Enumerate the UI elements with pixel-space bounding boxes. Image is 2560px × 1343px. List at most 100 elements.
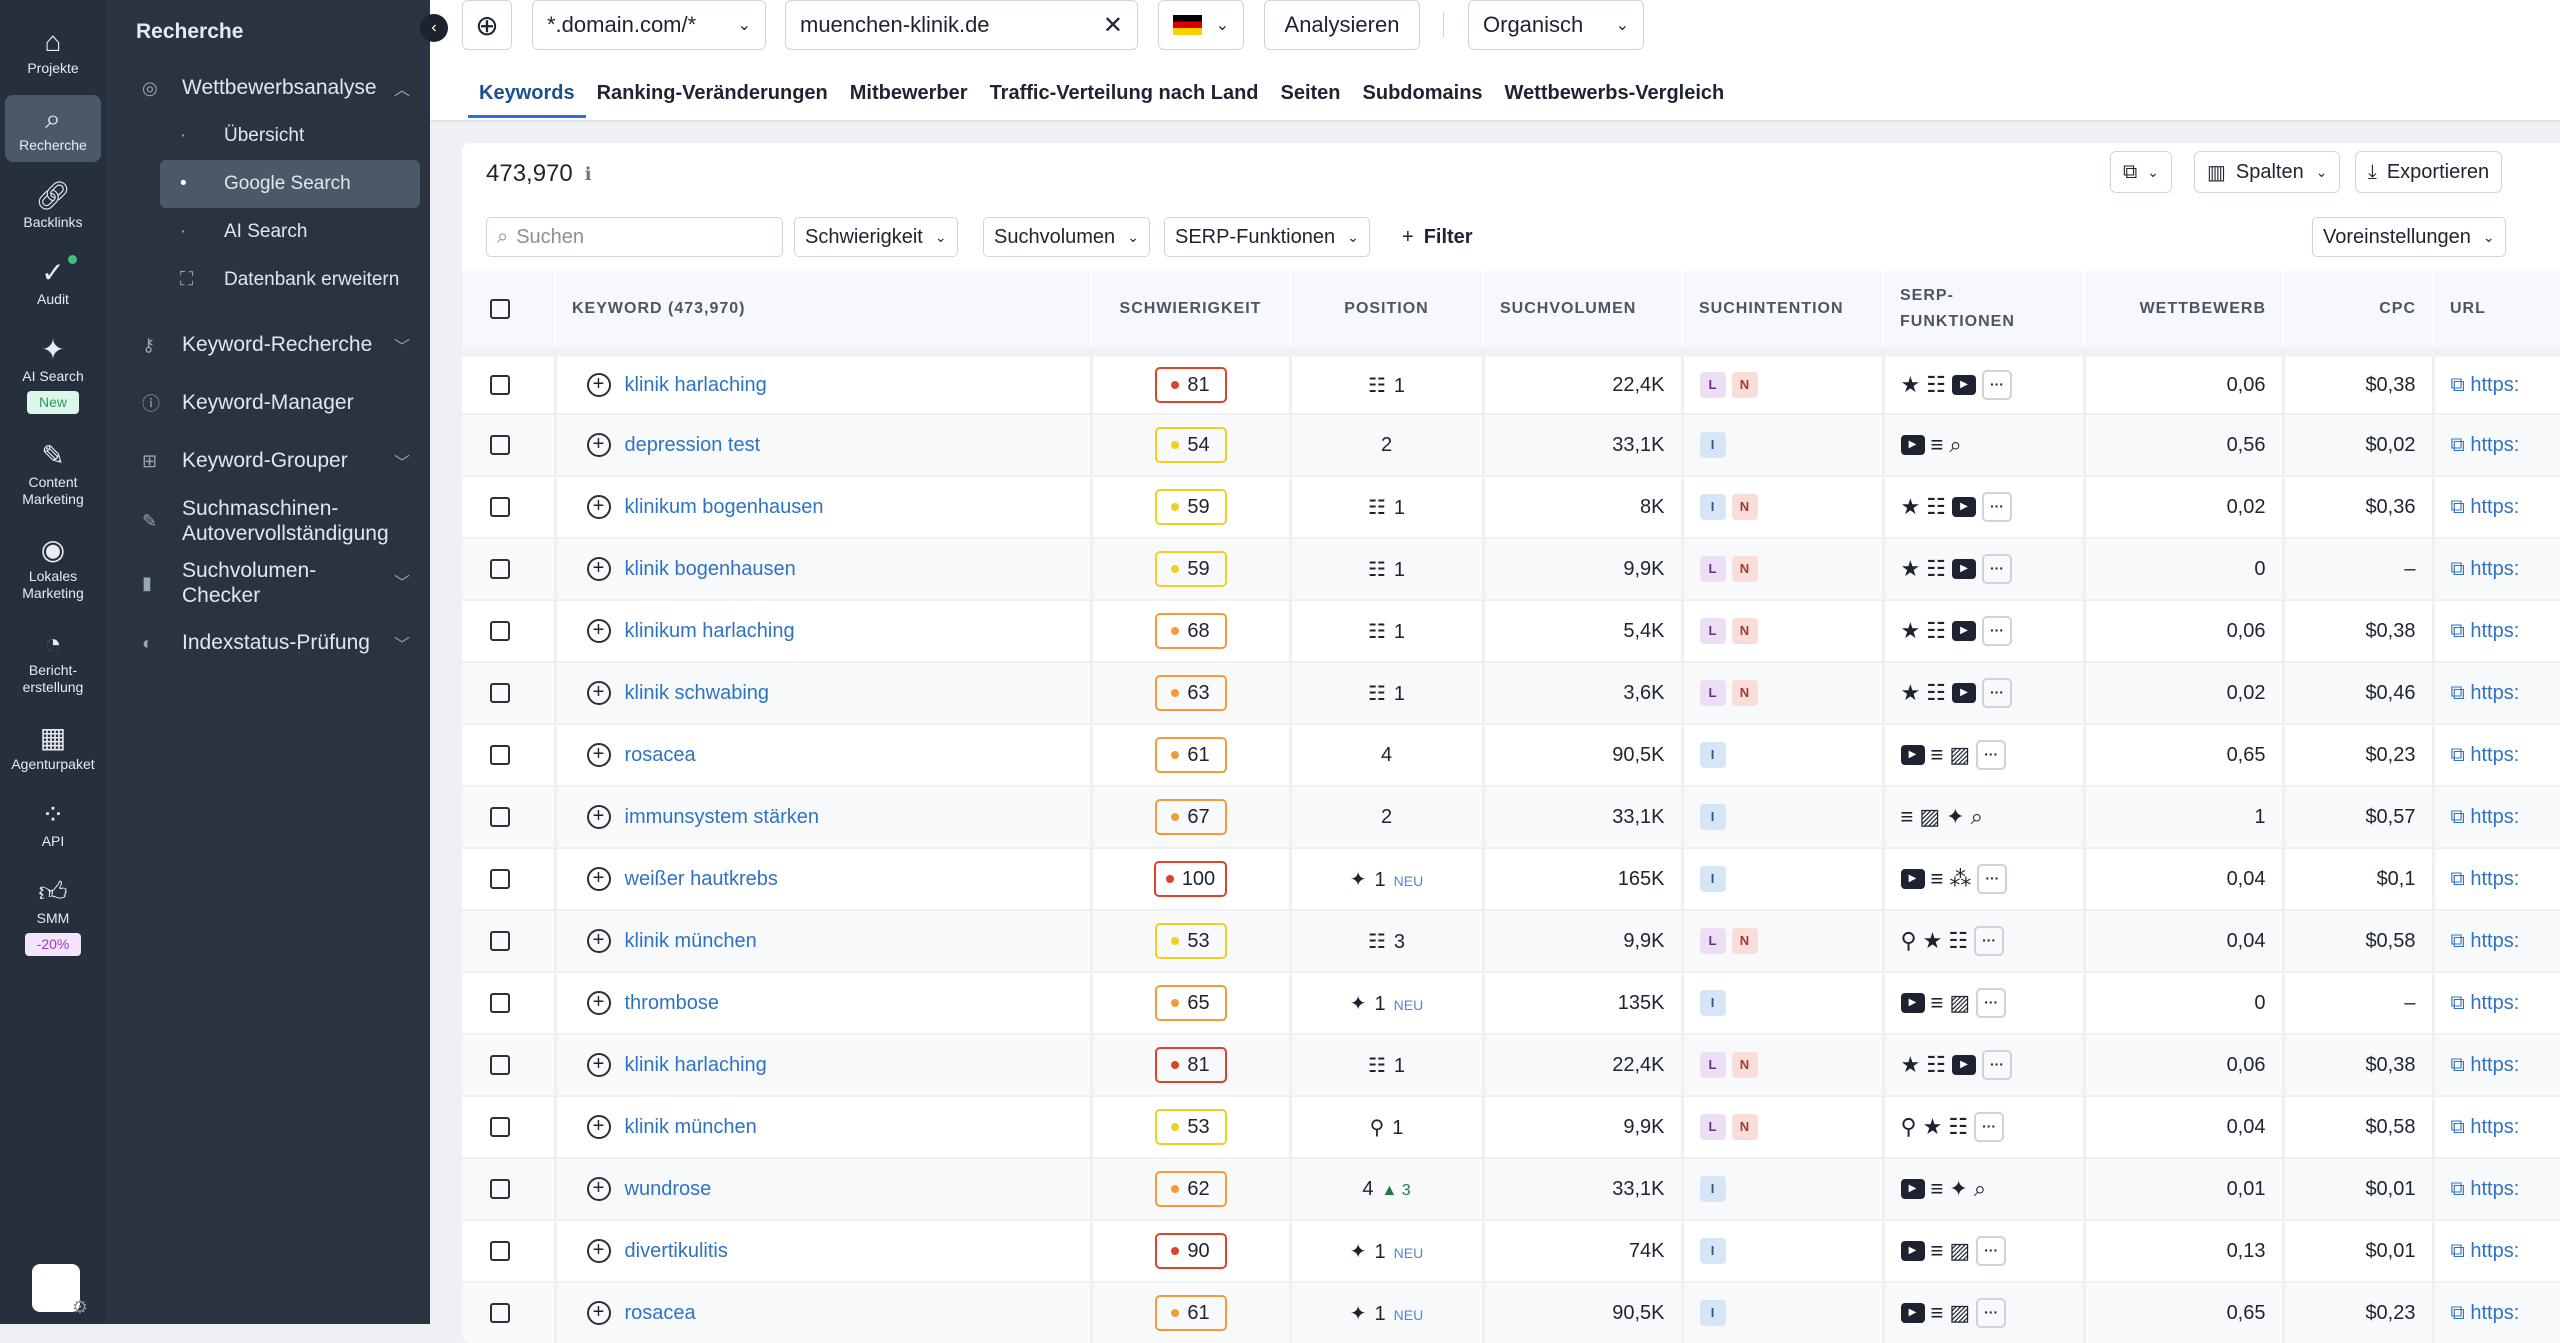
keyword-link[interactable]: depression test	[624, 433, 761, 456]
row-checkbox[interactable]	[490, 435, 510, 456]
export-button[interactable]: ⤓ Exportieren	[2355, 151, 2503, 193]
row-checkbox[interactable]	[490, 559, 510, 580]
keyword-link[interactable]: klinik bogenhausen	[624, 557, 796, 580]
more-icon[interactable]: ···	[1974, 1112, 2005, 1142]
col-difficulty[interactable]: SCHWIERIGKEIT	[1091, 271, 1291, 357]
sidebar-item-autovervollstaendigung[interactable]: ✎ Suchmaschinen-Autovervollständigung	[106, 490, 430, 552]
rail-item-backlinks[interactable]: 🔗︎ Backlinks	[5, 172, 101, 239]
row-checkbox[interactable]	[490, 497, 510, 518]
keyword-link[interactable]: weißer hautkrebs	[624, 867, 778, 890]
add-keyword-icon[interactable]: +	[586, 373, 611, 397]
external-link-icon[interactable]: ⧉	[2450, 743, 2471, 766]
more-icon[interactable]: ···	[1974, 926, 2005, 956]
keyword-link[interactable]: wundrose	[624, 1177, 712, 1200]
scope-select[interactable]: *.domain.com/* ⌄	[532, 0, 766, 50]
url-link[interactable]: https:	[2470, 805, 2520, 828]
add-keyword-icon[interactable]: +	[586, 681, 611, 705]
url-link[interactable]: https:	[2470, 495, 2520, 518]
select-all-checkbox[interactable]	[490, 299, 510, 319]
volume-filter[interactable]: Suchvolumen ⌄	[983, 217, 1150, 257]
columns-button[interactable]: ▥ Spalten ⌄	[2194, 151, 2341, 193]
row-checkbox[interactable]	[490, 621, 510, 642]
url-link[interactable]: https:	[2470, 619, 2520, 642]
add-keyword-icon[interactable]: +	[586, 991, 611, 1015]
sidebar-subitem-uebersicht[interactable]: · Übersicht	[160, 112, 420, 160]
more-icon[interactable]: ···	[1977, 864, 2008, 894]
add-keyword-icon[interactable]: +	[586, 1053, 611, 1077]
tab-wettbewerbs-vergleich[interactable]: Wettbewerbs-Vergleich	[1504, 82, 1725, 104]
external-link-icon[interactable]: ⧉	[2450, 373, 2471, 396]
difficulty-filter[interactable]: Schwierigkeit ⌄	[794, 217, 958, 257]
keyword-link[interactable]: klinik harlaching	[624, 1053, 767, 1076]
url-link[interactable]: https:	[2470, 681, 2520, 704]
sidebar-subitem-ai-search[interactable]: · AI Search	[160, 208, 420, 256]
url-link[interactable]: https:	[2470, 433, 2520, 456]
keyword-link[interactable]: thrombose	[624, 991, 720, 1014]
rail-item-ai-search[interactable]: ✦ AI Search New	[5, 326, 101, 422]
row-checkbox[interactable]	[490, 375, 510, 396]
keyword-link[interactable]: rosacea	[624, 743, 696, 766]
keyword-link[interactable]: klinikum bogenhausen	[624, 495, 824, 518]
tab-ranking-ver-nderungen[interactable]: Ranking-Veränderungen	[596, 82, 828, 104]
row-checkbox[interactable]	[490, 931, 510, 952]
copy-button[interactable]: ⧉ ⌄	[2110, 151, 2173, 193]
keyword-link[interactable]: klinik münchen	[624, 929, 757, 952]
external-link-icon[interactable]: ⧉	[2450, 1239, 2471, 1262]
sidebar-subitem-datenbank-erweitern[interactable]: ⛶ Datenbank erweitern	[160, 256, 420, 304]
keyword-link[interactable]: immunsystem stärken	[624, 805, 820, 828]
sidebar-item-wettbewerbsanalyse[interactable]: ◎ Wettbewerbsanalyse ︿	[106, 64, 430, 112]
tab-keywords[interactable]: Keywords	[468, 78, 586, 118]
analyze-button[interactable]: Analysieren	[1264, 0, 1420, 50]
add-keyword-icon[interactable]: +	[586, 805, 611, 829]
rail-item-projekte[interactable]: ⌂ Projekte	[5, 18, 101, 85]
rail-item-lokales-marketing[interactable]: ◉ Lokales Marketing	[5, 526, 101, 610]
external-link-icon[interactable]: ⧉	[2450, 1053, 2471, 1076]
keyword-link[interactable]: klinik münchen	[624, 1115, 757, 1138]
row-checkbox[interactable]	[490, 745, 510, 766]
more-icon[interactable]: ···	[1976, 740, 2007, 770]
search-type-select[interactable]: Organisch ⌄	[1468, 0, 1644, 50]
col-serp[interactable]: SERP-FUNKTIONEN	[1883, 271, 2085, 357]
external-link-icon[interactable]: ⧉	[2450, 929, 2471, 952]
presets-select[interactable]: Voreinstellungen ⌄	[2312, 217, 2506, 257]
tab-mitbewerber[interactable]: Mitbewerber	[849, 82, 968, 104]
col-volume[interactable]: SUCHVOLUMEN	[1483, 271, 1683, 357]
add-keyword-icon[interactable]: +	[586, 1115, 611, 1139]
add-keyword-icon[interactable]: +	[586, 1301, 611, 1325]
url-link[interactable]: https:	[2470, 1053, 2520, 1076]
avatar[interactable]: ⚙	[32, 1264, 88, 1317]
keyword-link[interactable]: klinik schwabing	[624, 681, 770, 704]
url-link[interactable]: https:	[2470, 743, 2520, 766]
external-link-icon[interactable]: ⧉	[2450, 681, 2471, 704]
add-keyword-icon[interactable]: +	[586, 867, 611, 891]
url-link[interactable]: https:	[2470, 557, 2520, 580]
url-link[interactable]: https:	[2470, 1301, 2520, 1324]
external-link-icon[interactable]: ⧉	[2450, 1115, 2471, 1138]
tab-seiten[interactable]: Seiten	[1280, 82, 1341, 104]
url-link[interactable]: https:	[2470, 929, 2520, 952]
url-link[interactable]: https:	[2470, 1115, 2520, 1138]
domain-input[interactable]: muenchen-klinik.de ✕	[785, 0, 1138, 50]
row-checkbox[interactable]	[490, 807, 510, 828]
info-icon[interactable]: ℹ	[584, 163, 592, 184]
url-link[interactable]: https:	[2470, 991, 2520, 1014]
rail-item-smm[interactable]: 👍︎ SMM -20%	[5, 868, 101, 964]
sidebar-item-indexstatus[interactable]: ◐ Indexstatus-Prüfung ﹀	[106, 614, 430, 672]
keyword-link[interactable]: rosacea	[624, 1301, 696, 1324]
row-checkbox[interactable]	[490, 993, 510, 1014]
more-icon[interactable]: ···	[1981, 492, 2012, 522]
rail-item-content-marketing[interactable]: ✎ Content Marketing	[5, 432, 101, 516]
row-checkbox[interactable]	[490, 683, 510, 704]
keyword-link[interactable]: klinik harlaching	[624, 373, 767, 396]
add-keyword-icon[interactable]: +	[586, 743, 611, 767]
url-link[interactable]: https:	[2470, 1239, 2520, 1262]
col-position[interactable]: POSITION	[1290, 271, 1484, 357]
more-icon[interactable]: ···	[1976, 988, 2007, 1018]
more-icon[interactable]: ···	[1976, 1236, 2007, 1266]
add-button[interactable]: ⊕	[462, 0, 512, 50]
more-icon[interactable]: ···	[1981, 678, 2012, 708]
rail-item-api[interactable]: ⁘ API	[5, 791, 101, 858]
add-keyword-icon[interactable]: +	[586, 1239, 611, 1263]
keyword-link[interactable]: klinikum harlaching	[624, 619, 795, 642]
col-cpc[interactable]: CPC	[2283, 271, 2434, 357]
